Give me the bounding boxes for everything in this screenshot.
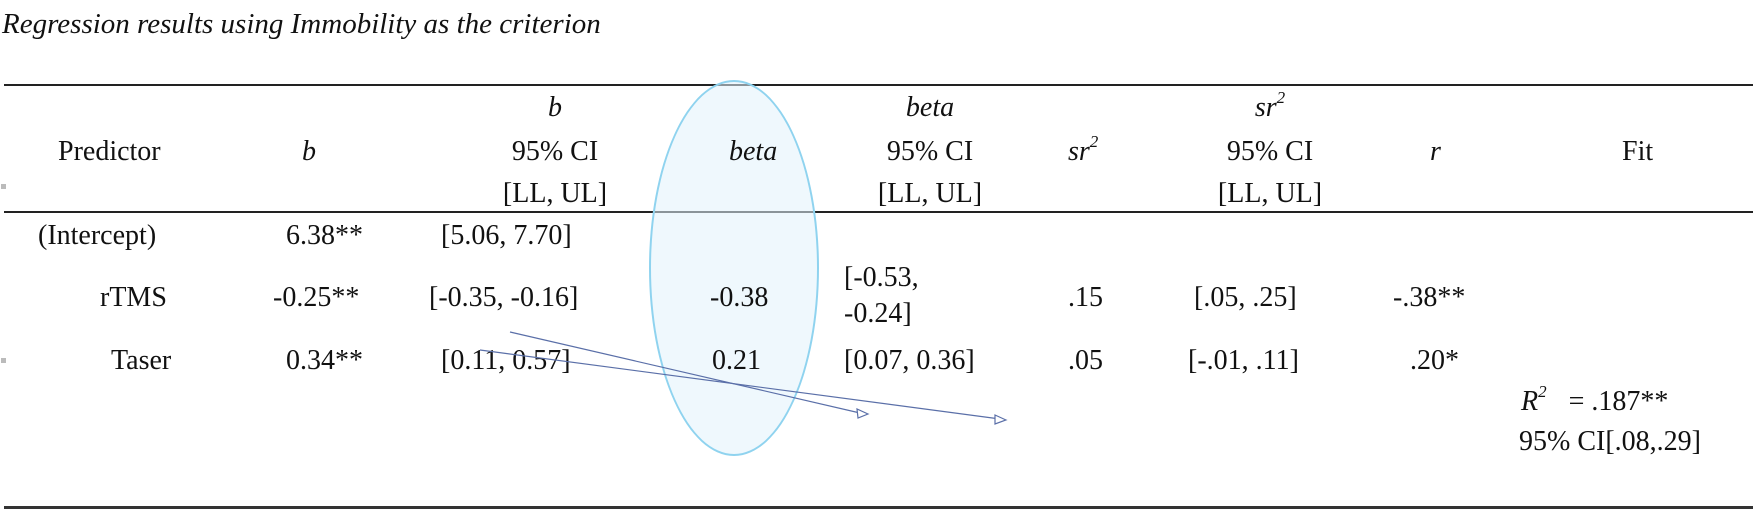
cell-r: .20* xyxy=(1410,345,1459,376)
cell-b: 0.34** xyxy=(286,345,363,376)
cell-predictor: (Intercept) xyxy=(38,220,157,251)
cell-beta-ci-line1: [-0.53, xyxy=(844,262,919,293)
cell-sr2-ci: [-.01, .11] xyxy=(1188,345,1299,376)
arrow-line xyxy=(509,331,861,414)
arrowhead-icon xyxy=(856,408,870,419)
table-caption: Regression results using Immobility as t… xyxy=(2,8,601,40)
header-predictor: Predictor xyxy=(58,136,161,167)
header-beta: beta xyxy=(729,136,778,167)
header-r: r xyxy=(1430,136,1441,167)
cell-b: 6.38** xyxy=(286,220,363,251)
bottom-rule xyxy=(4,506,1753,509)
margin-marker xyxy=(1,184,6,189)
cell-sr2: .05 xyxy=(1068,345,1103,376)
header-sr2-ci-line2: 95% CI xyxy=(1226,136,1314,167)
fit-ci: 95% CI[.08,.29] xyxy=(1519,426,1701,457)
header-sr2-ci-line1: sr2 xyxy=(1254,88,1286,123)
header-beta-ci-line2: 95% CI xyxy=(886,136,974,167)
cell-b-ci: [-0.35, -0.16] xyxy=(429,282,579,313)
cell-beta-ci: [0.07, 0.36] xyxy=(844,345,975,376)
header-beta-ci-line3: [LL, UL] xyxy=(877,178,983,209)
cell-sr2: .15 xyxy=(1068,282,1103,313)
cell-b-ci: [0.11, 0.57] xyxy=(441,345,571,376)
header-beta-ci-line1: beta xyxy=(905,92,955,123)
top-rule xyxy=(4,84,1753,86)
arrowhead-icon xyxy=(994,414,1008,425)
cell-b-ci: [5.06, 7.70] xyxy=(441,220,572,251)
cell-beta: -0.38 xyxy=(710,282,769,313)
margin-marker xyxy=(1,358,6,363)
header-sr2-ci-line3: [LL, UL] xyxy=(1217,178,1323,209)
header-sr2: sr2 xyxy=(1068,132,1099,167)
header-b-ci-line2: 95% CI xyxy=(511,136,599,167)
header-fit: Fit xyxy=(1622,136,1654,167)
cell-b: -0.25** xyxy=(273,282,360,313)
header-b-ci-line3: [LL, UL] xyxy=(502,178,608,209)
cell-r: -.38** xyxy=(1393,282,1466,313)
cell-beta: 0.21 xyxy=(712,345,761,376)
cell-sr2-ci: [.05, .25] xyxy=(1194,282,1297,313)
header-b-ci-line1: b xyxy=(548,92,562,123)
cell-predictor: Taser xyxy=(111,345,172,376)
header-rule xyxy=(4,211,1753,213)
header-b: b xyxy=(302,136,316,167)
cell-beta-ci-line2: -0.24] xyxy=(844,298,912,329)
cell-predictor: rTMS xyxy=(100,282,167,313)
arrow-line xyxy=(479,349,1001,420)
highlight-ellipse-beta-column xyxy=(649,80,819,456)
fit-r2: R2 = .187** xyxy=(1521,382,1669,417)
